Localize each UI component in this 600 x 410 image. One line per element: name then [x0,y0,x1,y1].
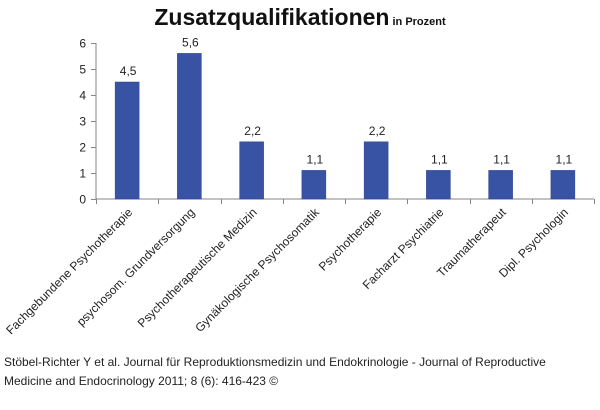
x-category-label: Fachgebundene Psychotherapie [3,205,135,337]
bar [488,170,513,200]
y-tick-label: 6 [79,37,86,51]
chart-title-block: Zusatzqualifikationen in Prozent [0,0,600,34]
y-tick-label: 1 [79,167,86,181]
y-tick-label: 5 [79,63,86,77]
bar [114,81,140,200]
bar-value-label: 1,1 [307,152,324,166]
bar-value-label: 5,6 [182,35,199,49]
source-caption: Stöbel-Richter Y et al. Journal für Repr… [4,353,594,391]
bar-value-label: 2,2 [244,124,261,138]
bar-value-label: 2,2 [369,124,386,138]
bar [301,170,327,200]
bar-value-label: 4,5 [120,64,137,78]
bar [426,170,451,200]
x-category-label: psychosom. Grundversorgung [74,205,198,329]
y-tick-label: 0 [79,193,86,207]
x-category-label: Gynäkologische Psychosomatik [192,205,322,335]
x-category-label: Psychotherapeutische Medizin [135,205,260,330]
bar-value-label: 1,1 [493,152,510,166]
bar-value-label: 1,1 [556,152,573,166]
caption-line-2: Medicine and Endocrinology 2011; 8 (6): … [4,374,279,388]
chart-subtitle: in Prozent [392,16,446,28]
y-tick-label: 4 [79,89,86,103]
y-tick-label: 3 [79,115,86,129]
bar-chart: 0 1 2 3 4 5 6 4,5 Fachgebundene Psychotherapie 5,… [3,35,595,337]
caption-line-1: Stöbel-Richter Y et al. Journal für Repr… [4,355,546,369]
bar [239,141,264,200]
bar [550,170,576,200]
bar [177,53,202,200]
chart-title: Zusatzqualifikationen [154,4,390,30]
bar-value-label: 1,1 [431,152,448,166]
bar [363,141,389,200]
x-category-label: Psychotherapie [316,205,385,274]
y-tick-label: 2 [79,141,86,155]
